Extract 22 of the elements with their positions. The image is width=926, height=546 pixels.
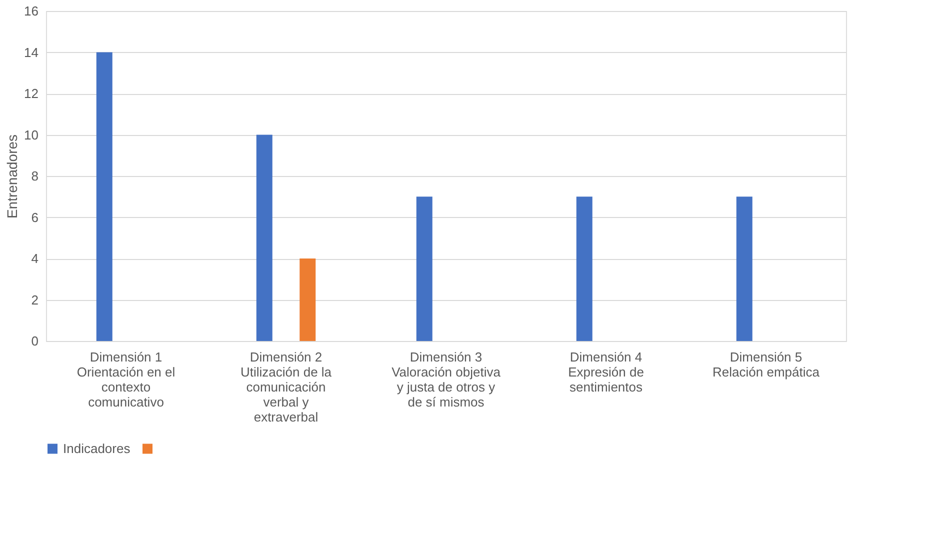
- y-tick-label: 8: [31, 168, 38, 184]
- y-tick-label: 6: [31, 210, 38, 225]
- x-tick-label: Dimensión 2 Utilización de la comunicación verbal y extraverbal: [240, 350, 332, 424]
- y-tick-label: 12: [24, 86, 38, 101]
- bar: [96, 52, 112, 341]
- x-tick-label: Dimensión 1 Orientación en el contexto comunicativo: [76, 350, 176, 410]
- bar: [300, 258, 316, 341]
- bar: [416, 196, 432, 341]
- y-tick-label: 0: [31, 334, 38, 348]
- y-tick-label: 4: [31, 251, 38, 266]
- bar: [256, 134, 272, 341]
- y-tick-label: 14: [24, 44, 38, 60]
- y-tick-label: 2: [31, 292, 38, 308]
- x-tick-label: Dimensión 3 Valoración objetiva y justa de otros y de sí mismos: [392, 350, 502, 410]
- bar: [576, 196, 592, 341]
- y-tick-label: 16: [24, 4, 38, 18]
- x-tick-label: Dimensión 4 Expresión de sentimientos: [568, 350, 644, 394]
- x-tick-label: Dimensión 5 Relación empática: [712, 350, 820, 380]
- bar: [736, 196, 752, 341]
- y-tick-label: 10: [24, 127, 38, 142]
- y-axis-title: Entrenadores: [4, 134, 20, 219]
- legend-label: Indicadores: [63, 440, 131, 456]
